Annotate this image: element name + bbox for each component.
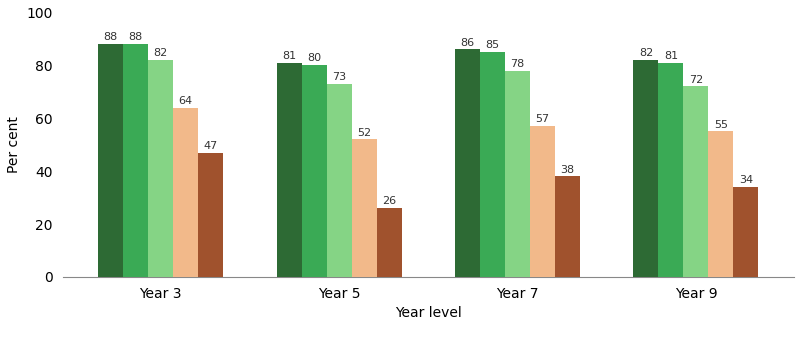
Text: 55: 55 (714, 120, 728, 130)
Text: 52: 52 (357, 127, 371, 137)
Bar (123, 44, 148, 277)
Bar (555, 176, 580, 277)
Bar (708, 131, 734, 277)
Text: 38: 38 (561, 165, 574, 175)
Text: 82: 82 (154, 48, 168, 58)
Bar (276, 63, 302, 277)
Bar (148, 60, 173, 277)
Bar (376, 208, 401, 277)
Text: 34: 34 (739, 175, 753, 185)
Text: 78: 78 (510, 59, 525, 69)
Text: 82: 82 (639, 48, 653, 58)
Bar (634, 60, 658, 277)
Text: 86: 86 (461, 38, 475, 48)
Bar (198, 153, 223, 277)
Bar (99, 44, 123, 277)
Bar (327, 84, 352, 277)
Text: 64: 64 (179, 96, 193, 106)
Bar (480, 52, 505, 277)
Y-axis label: Per cent: Per cent (7, 116, 21, 173)
Bar (658, 63, 683, 277)
Bar (302, 65, 327, 277)
Text: 72: 72 (689, 75, 703, 84)
Bar (734, 187, 759, 277)
Bar (530, 126, 555, 277)
Text: 85: 85 (485, 40, 500, 50)
Text: 26: 26 (382, 196, 396, 206)
Text: 57: 57 (535, 114, 549, 124)
Bar (505, 71, 530, 277)
Text: 81: 81 (282, 51, 296, 61)
Bar (352, 140, 376, 277)
Bar (683, 87, 708, 277)
Text: 73: 73 (332, 72, 346, 82)
Text: 88: 88 (103, 32, 118, 42)
Text: 47: 47 (203, 141, 218, 151)
Text: 88: 88 (129, 32, 143, 42)
Text: 81: 81 (664, 51, 678, 61)
Text: 80: 80 (307, 54, 321, 64)
X-axis label: Year level: Year level (395, 306, 461, 320)
Bar (173, 108, 198, 277)
Bar (455, 49, 480, 277)
